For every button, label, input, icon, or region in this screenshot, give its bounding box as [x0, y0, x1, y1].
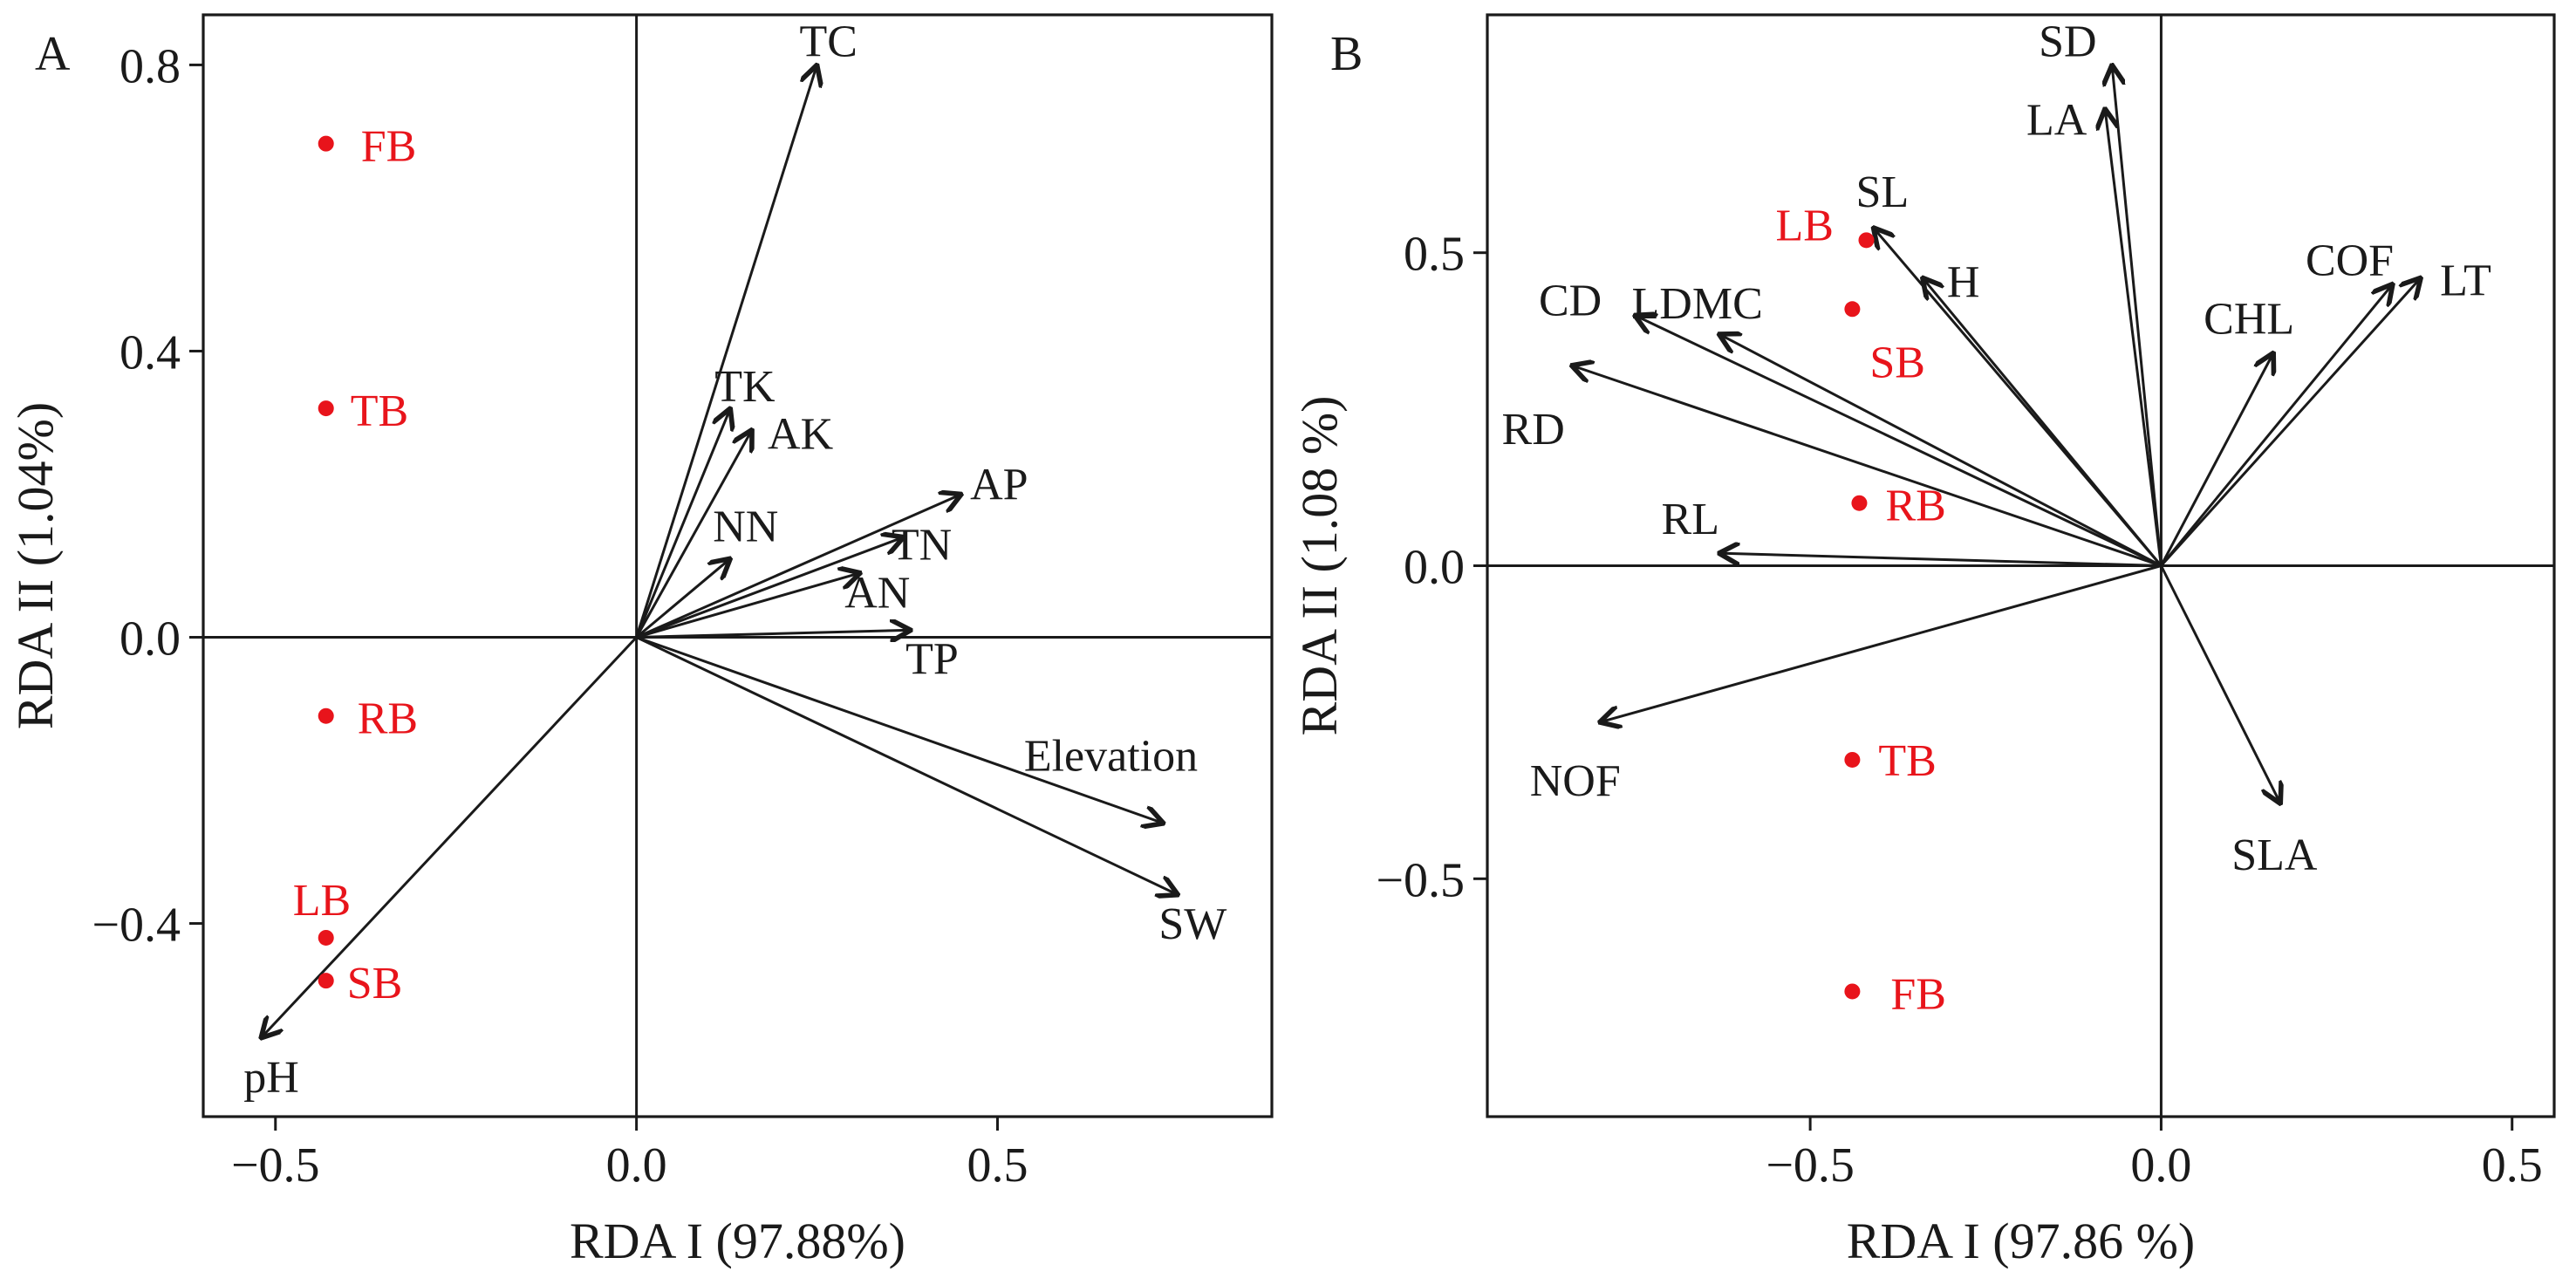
vector-arrow-sla [2160, 564, 2280, 804]
vector-arrow-tp [636, 630, 912, 637]
vector-label-tn: TN [892, 521, 952, 571]
vector-label-an: AN [844, 569, 910, 619]
vector-arrow-sw [635, 636, 1179, 895]
vector-arrow-lt [2160, 277, 2421, 567]
vector-label-nn: NN [713, 502, 778, 551]
vector-label-sla: SLA [2231, 830, 2318, 880]
site-label-fb: FB [361, 122, 417, 172]
vector-arrow-tk [635, 408, 731, 639]
site-label-rb: RB [1885, 482, 1945, 531]
vector-label-sw: SW [1158, 899, 1227, 949]
panel-A: −0.5 0.0 0.5 −0.4 0.0 0.4 0.8 RDA I (97.88%) RDA… [7, 13, 1274, 1269]
y-tick-label: 0.0 [120, 612, 181, 666]
vector-label-ap: AP [970, 460, 1028, 509]
site-point-rb [1851, 495, 1868, 511]
x-tick-label: 0.0 [2130, 1138, 2191, 1193]
y-tick-label: 0.8 [120, 39, 181, 93]
vector-arrow-la [2105, 109, 2163, 566]
vector-label-ph: pH [243, 1053, 299, 1103]
vector-label-tc: TC [800, 17, 858, 66]
site-label-fb: FB [1890, 969, 1946, 1019]
x-tick-label: 0.0 [606, 1138, 667, 1193]
site-label-rb: RB [358, 694, 418, 744]
x-axis-label: RDA I (97.86 %) [1847, 1213, 2196, 1269]
vector-label-la: LA [2026, 96, 2087, 146]
plot-frame [202, 13, 1274, 1118]
vector-arrow-tc [635, 65, 817, 638]
y-tick-label: 0.5 [1404, 228, 1465, 282]
vector-label-nof: NOF [1530, 756, 1621, 806]
vector-arrow-cof [2160, 284, 2393, 567]
y-tick-label: −0.4 [92, 899, 181, 953]
site-point-fb [318, 135, 334, 152]
x-tick-label: −0.5 [1766, 1138, 1855, 1193]
x-axis-label: RDA I (97.88%) [570, 1213, 905, 1269]
site-point-tb [1844, 751, 1861, 768]
site-point-lb [318, 929, 334, 946]
site-point-sb [1844, 301, 1861, 318]
vector-arrow-elevation [636, 636, 1164, 824]
panel-B: −0.5 0.0 0.5 −0.5 0.0 0.5 RDA I (97.86 %) RDA I… [1291, 13, 2556, 1269]
y-tick-label: 0.4 [120, 325, 181, 379]
vector-arrow-cd [1635, 315, 2163, 567]
vector-label-ldmc: LDMC [1632, 279, 1763, 329]
x-tick-label: 0.5 [2482, 1138, 2543, 1193]
vector-arrow-rd [1572, 366, 2162, 567]
site-point-lb [1858, 232, 1875, 249]
site-label-sb: SB [347, 959, 403, 1008]
site-label-tb: TB [1878, 736, 1936, 786]
vector-label-cd: CD [1539, 276, 1602, 325]
vector-label-elevation: Elevation [1024, 732, 1198, 782]
vector-arrow-h [1923, 277, 2163, 567]
vector-arrow-nn [635, 558, 731, 639]
vector-label-sd: SD [2039, 17, 2096, 66]
site-label-lb: LB [293, 876, 351, 926]
vector-arrow-nof [1600, 564, 2162, 722]
y-tick-label: −0.5 [1376, 853, 1465, 907]
x-tick-label: 0.5 [967, 1138, 1028, 1193]
site-point-fb [1844, 983, 1861, 1000]
vector-label-chl: CHL [2204, 295, 2294, 345]
vector-arrow-ph [261, 636, 638, 1038]
vector-label-lt: LT [2440, 256, 2491, 305]
panel-label: B [1330, 27, 1363, 81]
vector-arrow-chl [2160, 353, 2273, 567]
vector-arrow-ap [636, 494, 961, 639]
site-point-rb [318, 707, 334, 724]
site-point-tb [318, 400, 334, 417]
vector-arrow-ldmc [1719, 334, 2163, 567]
vector-label-cof: COF [2306, 236, 2394, 286]
vector-label-h: H [1947, 257, 1980, 307]
vector-arrow-tn [636, 537, 904, 639]
site-point-sb [318, 973, 334, 989]
site-label-sb: SB [1869, 338, 1925, 387]
vector-label-rl: RL [1662, 495, 1719, 544]
vector-label-tk: TK [714, 362, 776, 412]
vector-label-ak: AK [768, 410, 834, 460]
site-label-lb: LB [1775, 201, 1833, 250]
vector-arrow-sd [2112, 65, 2163, 566]
vector-arrow-rl [1719, 553, 2162, 567]
vector-label-tp: TP [905, 634, 959, 684]
vector-arrow-an [636, 573, 861, 639]
vector-arrow-ak [635, 430, 752, 639]
y-tick-label: 0.0 [1404, 541, 1465, 595]
panel-label: A [35, 27, 71, 81]
x-tick-label: −0.5 [231, 1138, 320, 1193]
vector-label-rd: RD [1502, 405, 1565, 455]
vector-label-sl: SL [1856, 167, 1910, 217]
site-label-tb: TB [351, 386, 408, 436]
y-axis-label: RDA II (1.04%) [7, 402, 64, 729]
y-axis-label: RDA II (1.08 %) [1291, 396, 1348, 736]
